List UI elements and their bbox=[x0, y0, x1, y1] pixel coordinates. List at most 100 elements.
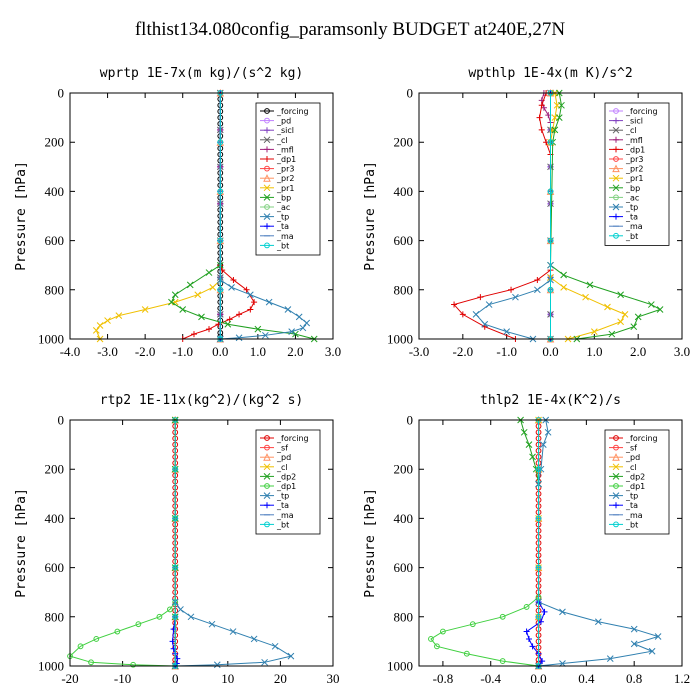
legend-label: _forcing bbox=[625, 434, 658, 443]
data-point bbox=[560, 271, 568, 279]
x-tick-label: 1.0 bbox=[250, 344, 266, 359]
legend-marker bbox=[264, 521, 270, 528]
legend: _forcing_sicl_cl_mfl_dp1_pr3_pr2_pr1_bp_… bbox=[604, 102, 670, 246]
data-point bbox=[167, 606, 173, 613]
series-bt bbox=[535, 417, 542, 669]
data-point bbox=[230, 276, 237, 283]
legend-entry: _pd bbox=[260, 117, 291, 126]
legend-marker bbox=[612, 126, 620, 134]
data-point bbox=[224, 320, 232, 328]
legend-entry: _bt bbox=[260, 241, 289, 250]
data-point bbox=[217, 237, 224, 244]
x-tick-label: 3.0 bbox=[325, 344, 341, 359]
legend-marker bbox=[264, 223, 270, 230]
legend-entry: _ac bbox=[609, 193, 639, 202]
data-point bbox=[608, 330, 616, 338]
panel-title: thlp2 1E-4x(K^2)/s bbox=[480, 393, 621, 408]
panel-1: wprtp 1E-7x(m kg)/(s^2 kg) Pressure [hPa]… bbox=[14, 66, 341, 359]
legend-label: _ma bbox=[625, 222, 643, 231]
data-point bbox=[186, 281, 194, 289]
legend-label: _pr2 bbox=[276, 174, 294, 183]
data-point bbox=[477, 294, 484, 301]
data-point bbox=[179, 306, 187, 313]
legend-label: _cl bbox=[625, 126, 637, 135]
legend-marker bbox=[264, 483, 270, 489]
legend: _forcing_sf_pd_cl_dp2_dp1_tp_ta_ma_bt bbox=[255, 429, 321, 535]
panel-title: wprtp 1E-7x(m kg)/(s^2 kg) bbox=[100, 66, 304, 81]
x-tick-label: 1.2 bbox=[674, 671, 690, 686]
data-point bbox=[547, 286, 554, 293]
legend-entry: _dp2 bbox=[609, 472, 645, 481]
data-point bbox=[560, 283, 568, 291]
data-point bbox=[525, 635, 532, 642]
data-point bbox=[463, 650, 470, 657]
data-point bbox=[250, 635, 258, 643]
x-tick-label: 0.0 bbox=[530, 671, 546, 686]
data-point bbox=[235, 334, 243, 342]
data-point bbox=[247, 306, 254, 313]
y-tick-label: 1000 bbox=[387, 332, 413, 347]
panel-title: rtp2 1E-11x(kg^2)/(kg^2 s) bbox=[100, 393, 304, 408]
data-point bbox=[590, 328, 598, 335]
y-tick-label: 1000 bbox=[38, 659, 64, 674]
legend-entry: _pd bbox=[260, 453, 291, 462]
x-tick-label: -20 bbox=[61, 671, 78, 686]
data-point bbox=[535, 613, 542, 620]
legend-label: _ac bbox=[276, 203, 290, 212]
legend-marker bbox=[264, 242, 270, 249]
data-point bbox=[261, 658, 268, 666]
data-point bbox=[171, 291, 179, 299]
legend-label: _pr2 bbox=[625, 165, 643, 174]
x-tick-label: -1.0 bbox=[172, 344, 193, 359]
data-point bbox=[104, 317, 111, 324]
legend-marker bbox=[612, 492, 620, 499]
data-point bbox=[172, 466, 179, 473]
data-point bbox=[130, 661, 137, 668]
series-bp bbox=[168, 261, 318, 343]
data-point bbox=[535, 564, 542, 571]
data-point bbox=[187, 613, 195, 621]
data-point bbox=[536, 114, 543, 121]
legend-marker bbox=[264, 435, 270, 441]
data-point bbox=[586, 281, 594, 289]
data-point bbox=[647, 301, 655, 308]
legend-entry: _tp bbox=[260, 492, 289, 501]
y-tick-label: 600 bbox=[45, 233, 65, 248]
data-point bbox=[226, 316, 233, 323]
legend-label: _forcing bbox=[625, 107, 658, 116]
x-tick-label: 1.0 bbox=[586, 344, 602, 359]
data-point bbox=[538, 102, 545, 109]
series-tp bbox=[171, 598, 295, 670]
data-point bbox=[551, 126, 559, 134]
series-line bbox=[220, 279, 308, 340]
series-dp2 bbox=[517, 416, 542, 488]
data-point bbox=[172, 613, 179, 620]
x-tick-label: -2.0 bbox=[135, 344, 156, 359]
data-point bbox=[246, 291, 254, 299]
x-tick-label: -4.0 bbox=[60, 344, 81, 359]
legend-label: _dp1 bbox=[276, 155, 296, 164]
data-point bbox=[525, 441, 533, 448]
legend-label: _ma bbox=[625, 511, 643, 520]
legend-marker bbox=[264, 127, 270, 134]
data-point bbox=[594, 618, 602, 626]
legend-label: _forcing bbox=[276, 434, 309, 443]
data-point bbox=[287, 652, 295, 660]
series-dp1 bbox=[67, 599, 179, 669]
data-point bbox=[604, 303, 611, 311]
legend-entry: _ac bbox=[260, 203, 290, 212]
data-point bbox=[648, 647, 656, 655]
y-tick-label: 800 bbox=[45, 282, 65, 297]
data-point bbox=[523, 604, 530, 610]
y-tick-label: 0 bbox=[407, 413, 414, 428]
x-tick-label: -2.0 bbox=[453, 344, 474, 359]
data-point bbox=[508, 286, 515, 293]
series-line bbox=[430, 596, 539, 667]
data-point bbox=[512, 293, 519, 301]
data-point bbox=[92, 327, 100, 334]
legend-label: _pr3 bbox=[276, 165, 294, 174]
legend-label: _cl bbox=[276, 463, 288, 472]
legend-box bbox=[255, 102, 321, 256]
y-axis-label: Pressure [hPa] bbox=[14, 488, 29, 598]
legend-marker bbox=[263, 184, 271, 192]
